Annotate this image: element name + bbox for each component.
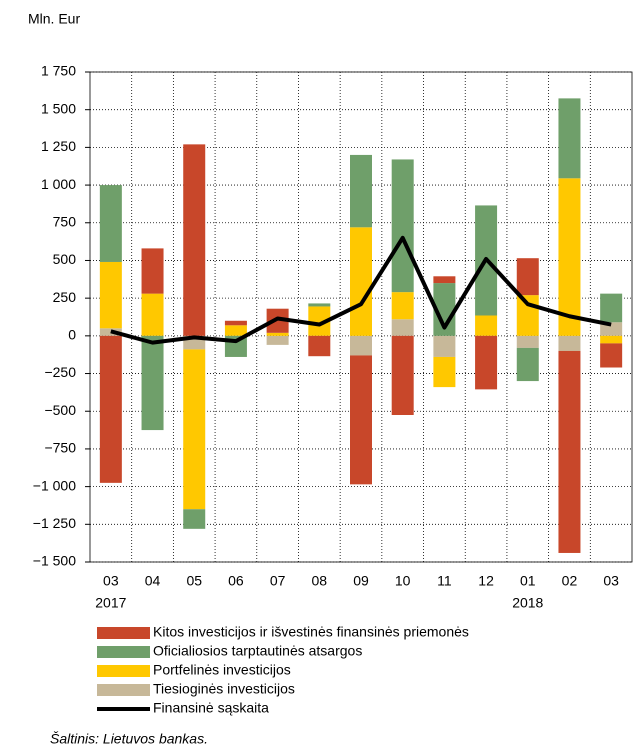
bar-segment (516, 258, 539, 296)
x-tick-label: 07 (270, 573, 286, 589)
bar-segment (391, 335, 414, 415)
bar-segment (308, 335, 331, 357)
y-tick-label: −1 000 (33, 477, 76, 493)
bar-segment (391, 292, 414, 320)
y-tick-label: −250 (44, 364, 76, 380)
bar-segment (558, 178, 581, 336)
bar-segment (350, 355, 372, 485)
y-tick-label: −1 250 (33, 515, 76, 531)
bar-segment (266, 335, 289, 345)
legend-swatch (97, 627, 150, 639)
bar-segment (266, 332, 289, 336)
bar-segment (183, 349, 206, 510)
x-tick-label: 06 (228, 573, 244, 589)
x-tick-label: 08 (312, 573, 328, 589)
bar-segment (183, 144, 206, 336)
bar-segment (391, 319, 414, 336)
bar-segment (391, 159, 414, 293)
y-tick-label: 1 000 (41, 176, 76, 192)
legend-label: Kitos investicijos ir išvestinės finansi… (153, 624, 469, 640)
y-tick-label: 1 250 (41, 138, 76, 154)
y-tick-label: 1 750 (41, 63, 76, 79)
y-tick-label: 500 (53, 251, 77, 267)
bar-segment (99, 335, 122, 483)
x-tick-label: 11 (437, 573, 452, 589)
x-year-label: 2018 (512, 595, 543, 611)
bar-segment (141, 248, 164, 294)
bar-segment (558, 350, 581, 553)
bar-segment (600, 322, 623, 336)
source: Šaltinis: Lietuvos bankas. (50, 731, 208, 747)
bar-segment (308, 303, 331, 307)
bar-segment (433, 283, 456, 336)
legend-label: Oficialiosios tarptautinės atsargos (153, 643, 362, 659)
y-tick-label: 750 (53, 213, 77, 229)
bar-segment (308, 306, 331, 336)
legend-label: Finansinė sąskaita (153, 700, 269, 716)
y-axis-label: Mln. Eur (28, 11, 80, 27)
bar-segment (350, 335, 372, 356)
bar-segment (475, 315, 498, 336)
x-tick-label: 02 (562, 573, 578, 589)
x-tick-label: 01 (520, 573, 536, 589)
legend-label: Portfelinės investicijos (153, 662, 291, 678)
bar-segment (600, 343, 623, 368)
bar-segment (558, 98, 581, 179)
legend-swatch (97, 646, 150, 658)
y-tick-label: 1 500 (41, 100, 76, 116)
x-tick-label: 09 (353, 573, 369, 589)
bar-segment (433, 335, 456, 357)
x-tick-label: 04 (145, 573, 161, 589)
bar-segment (516, 347, 539, 382)
bar-segment (99, 261, 122, 329)
x-tick-label: 12 (478, 573, 494, 589)
y-tick-label: 250 (53, 289, 77, 305)
legend-swatch (97, 665, 150, 677)
bar-segment (141, 335, 164, 431)
bar-segment (350, 154, 372, 228)
legend-swatch (97, 684, 150, 696)
bar-segment (183, 509, 206, 529)
bar-segment (475, 335, 498, 390)
bar-segment (433, 276, 456, 284)
bar-segment (224, 320, 247, 326)
y-tick-label: −1 500 (33, 553, 76, 569)
x-year-label: 2017 (95, 595, 126, 611)
y-tick-label: −500 (44, 402, 76, 418)
bar-segment (99, 185, 122, 262)
bar-segment (600, 335, 623, 344)
line-series (110, 235, 612, 345)
x-tick-label: 03 (103, 573, 119, 589)
bar-segment (350, 227, 372, 336)
x-tick-label: 03 (603, 573, 619, 589)
bar-segment (600, 293, 623, 323)
bar-segment (516, 335, 539, 348)
legend-label: Tiesioginės investicijos (153, 681, 295, 697)
y-tick-label: −750 (44, 440, 76, 456)
bar-segment (558, 335, 581, 351)
x-tick-label: 05 (186, 573, 202, 589)
y-tick-label: 0 (68, 327, 76, 343)
bar-segment (433, 356, 456, 388)
bar-segment (224, 325, 247, 336)
plot-frame (89, 71, 633, 563)
bar-segment (141, 293, 164, 336)
x-tick-label: 10 (395, 573, 411, 589)
